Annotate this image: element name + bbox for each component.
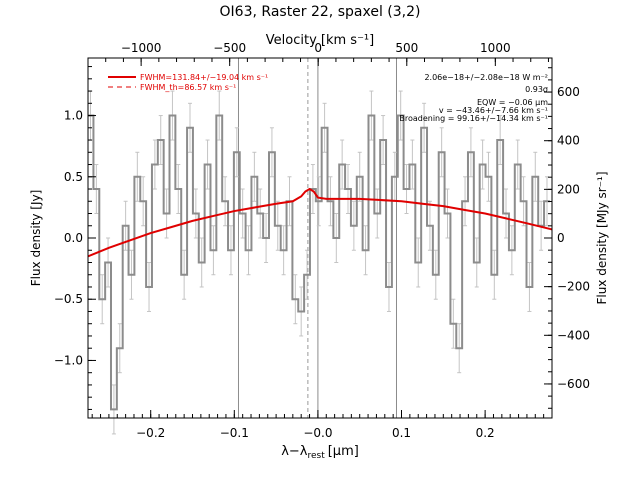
x-tick-label: 0.1	[392, 426, 411, 440]
chart-title: OI63, Raster 22, spaxel (3,2)	[220, 4, 421, 20]
y-tick-label: 1.0	[64, 109, 83, 123]
left-axis-label: Flux density [Jy]	[29, 190, 43, 287]
annotations: 2.06e−18+/−2.08e−18 W m⁻² 0.93σ EQW = −0…	[399, 73, 548, 123]
top-tick-label: −1000	[121, 41, 162, 55]
right-tick-label: 400	[557, 134, 580, 148]
x-tick-label: −0.0	[303, 426, 332, 440]
right-tick-label: −600	[557, 377, 590, 391]
x-axis-label-unit: [μm]	[328, 444, 359, 459]
y-tick-label: 0.5	[64, 170, 83, 184]
right-axis-label: Flux density [MJy sr⁻¹]	[595, 171, 609, 304]
legend: FWHM=131.84+/−19.04 km s⁻¹ FWHM_th=86.57…	[108, 73, 268, 92]
annotation-broadening: Broadening = 99.16+/−14.34 km s⁻¹	[399, 114, 548, 123]
top-tick-label: 0	[314, 41, 322, 55]
observed-spectrum	[88, 116, 550, 410]
spectrum-chart: OI63, Raster 22, spaxel (3,2) Velocity […	[0, 0, 640, 480]
right-tick-label: 0	[557, 231, 565, 245]
legend-label-fit-th: FWHM_th=86.57 km s⁻¹	[140, 83, 236, 92]
top-tick-label: −500	[213, 41, 246, 55]
y-tick-label: −1.0	[54, 353, 83, 367]
top-tick-label: 1000	[480, 41, 511, 55]
x-tick-label: −0.1	[220, 426, 249, 440]
x-tick-label: −0.2	[136, 426, 165, 440]
top-tick-label: 500	[395, 41, 418, 55]
right-tick-label: −400	[557, 328, 590, 342]
x-axis-label-sub: rest	[307, 451, 325, 461]
y-tick-label: −0.5	[54, 292, 83, 306]
annotation-flux: 2.06e−18+/−2.08e−18 W m⁻²	[424, 73, 548, 82]
right-tick-label: 600	[557, 85, 580, 99]
annotation-sigma: 0.93σ	[525, 85, 548, 94]
fit-line	[88, 189, 552, 256]
x-axis-label-main: λ−λ	[281, 444, 308, 459]
right-tick-label: 200	[557, 182, 580, 196]
y-tick-label: 0.0	[64, 231, 83, 245]
x-tick-label: 0.2	[476, 426, 495, 440]
legend-label-fit: FWHM=131.84+/−19.04 km s⁻¹	[140, 73, 268, 82]
right-tick-label: −200	[557, 280, 590, 294]
x-axis-label: λ−λrest [μm]	[281, 444, 359, 461]
